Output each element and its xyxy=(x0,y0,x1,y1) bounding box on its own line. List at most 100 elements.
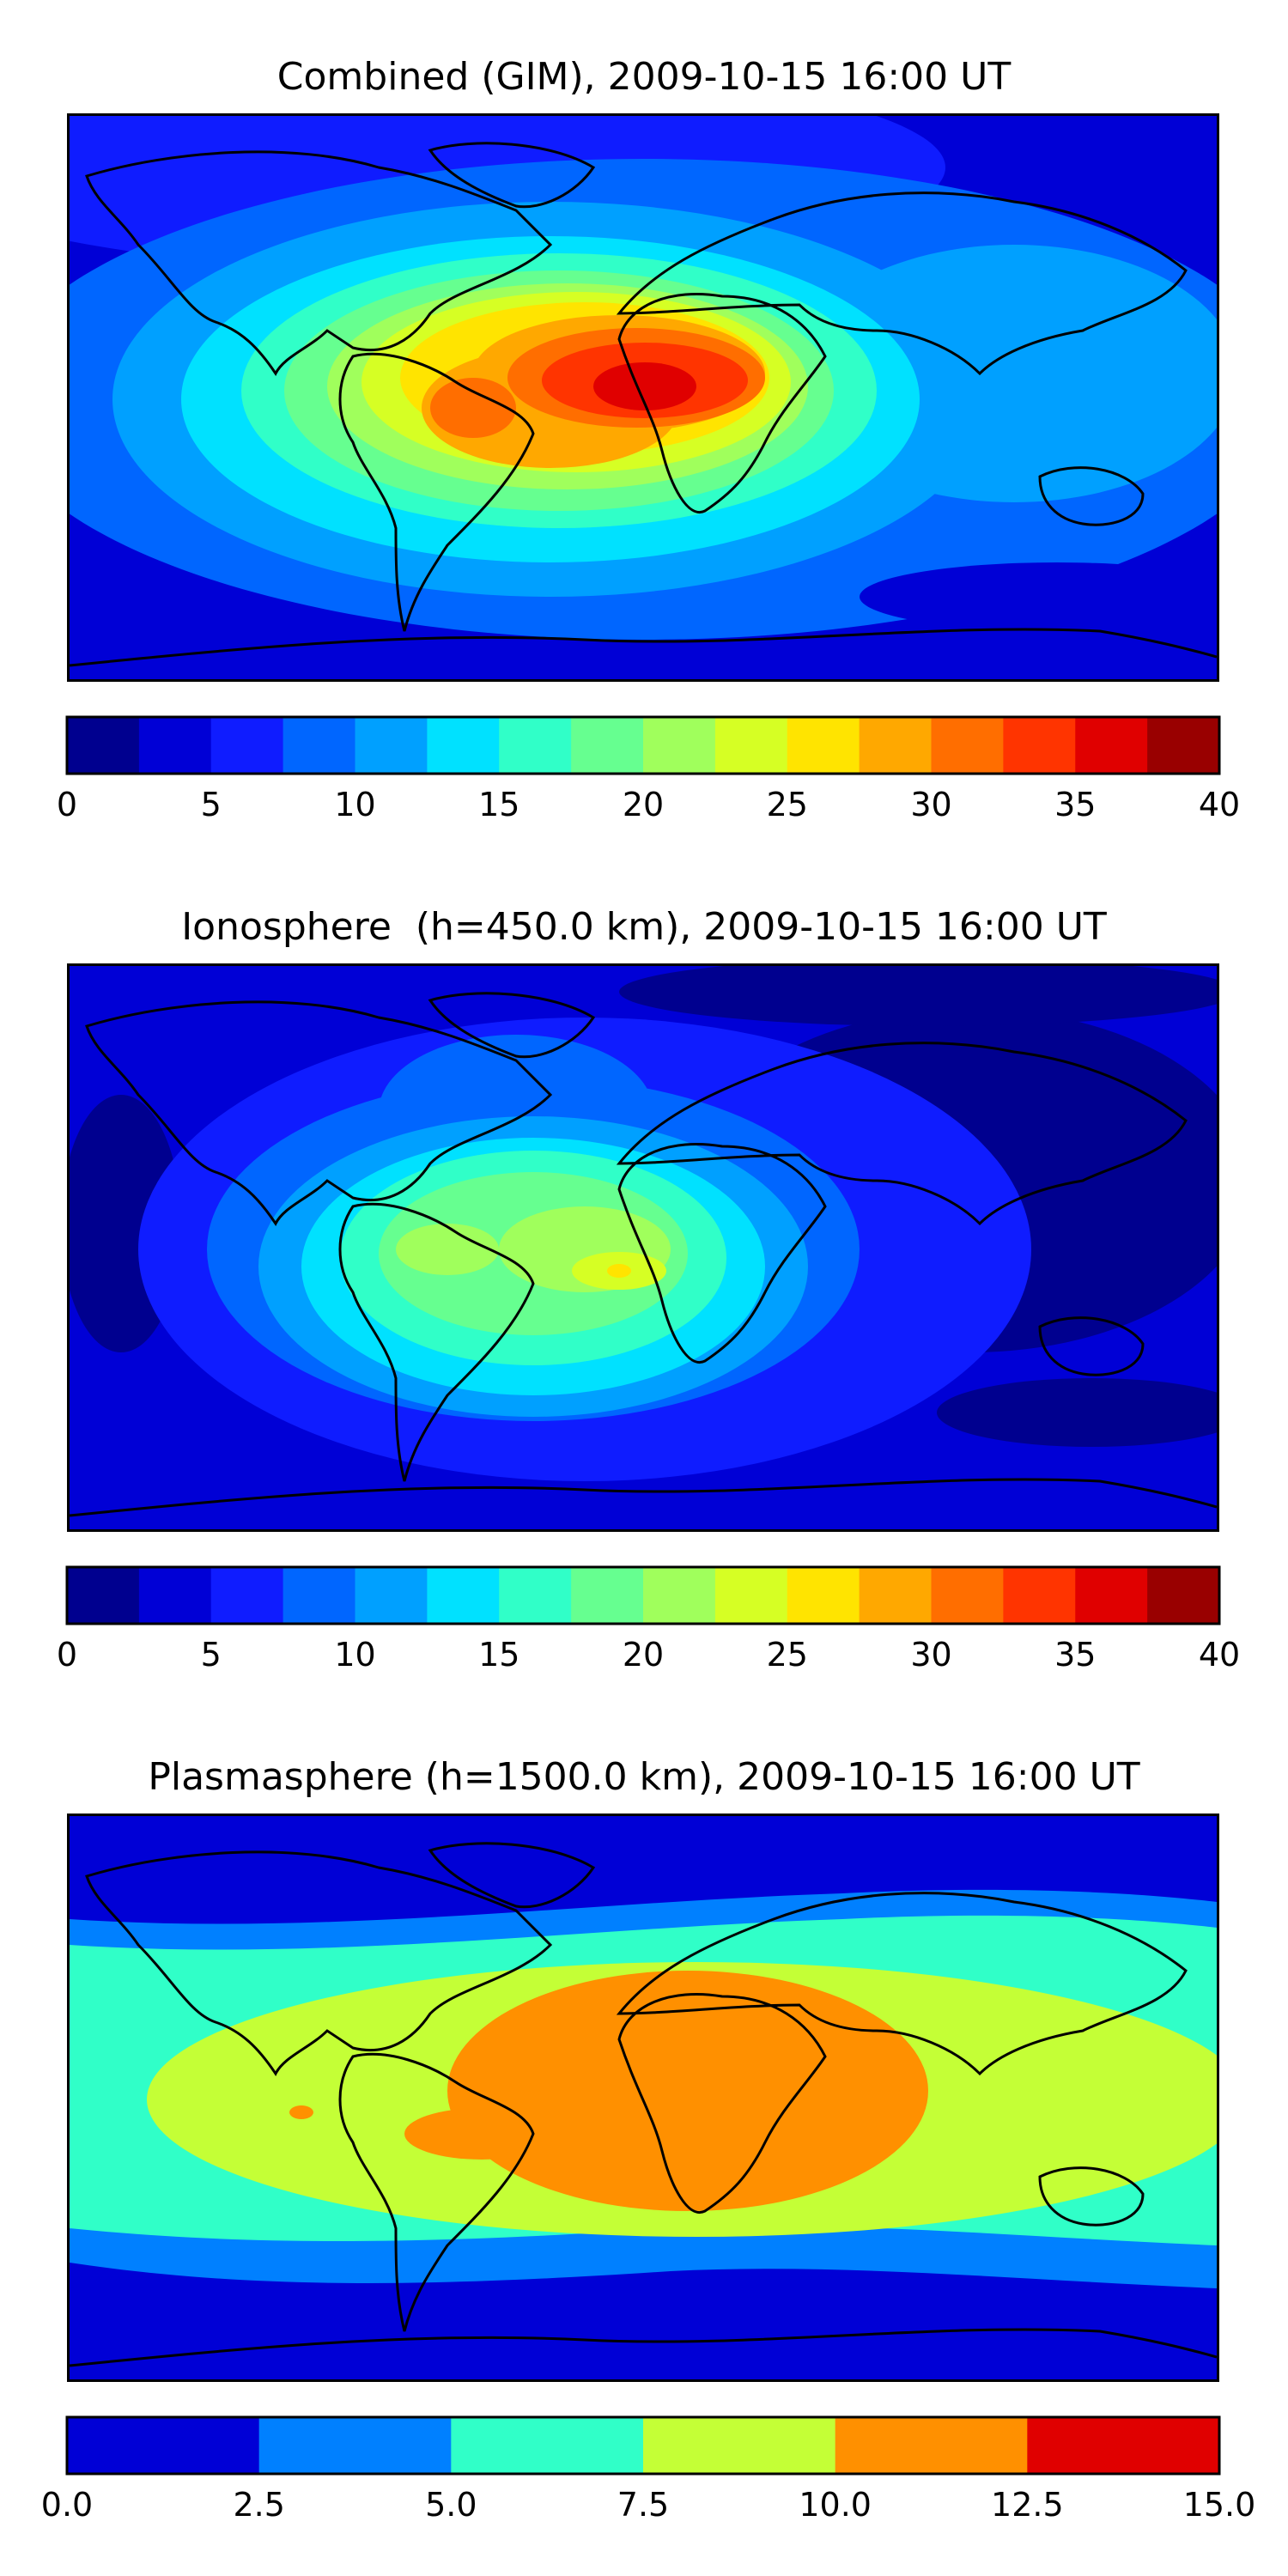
panel-title-combined: Combined (GIM), 2009-10-15 16:00 UT xyxy=(276,55,1012,99)
level-band xyxy=(404,2108,559,2160)
colorbar-tick-label: 15 xyxy=(478,1636,520,1674)
colorbar-swatch xyxy=(1003,717,1076,774)
colorbar-ticks-combined: 0 5 10 15 20 25 30 35 40 xyxy=(57,786,1240,829)
colorbar-swatch xyxy=(499,717,572,774)
colorbar-swatch xyxy=(1147,1567,1220,1624)
colorbar-tick-label: 25 xyxy=(766,786,808,823)
level-band xyxy=(607,1264,631,1278)
colorbar-swatch xyxy=(210,1567,284,1624)
colorbar-swatch xyxy=(643,1567,716,1624)
colorbar-tick-label: 10 xyxy=(334,786,376,823)
colorbar-swatch xyxy=(67,1567,140,1624)
colorbar-frame xyxy=(65,1565,1221,1625)
map-plasmasphere xyxy=(67,1814,1219,2382)
colorbar-tick-label: 40 xyxy=(1198,786,1241,823)
colorbar-tick-label: 5 xyxy=(200,1636,222,1674)
colorbar-swatch xyxy=(787,1567,860,1624)
colorbar-swatch-group xyxy=(67,717,1220,774)
colorbar-swatches xyxy=(65,1565,1221,1625)
colorbar-tick-label: 5 xyxy=(200,786,222,823)
colorbar-swatch xyxy=(283,1567,356,1624)
colorbar-swatch xyxy=(210,717,284,774)
colorbar-swatch xyxy=(859,717,933,774)
map-ionosphere xyxy=(67,963,1219,1532)
colorbar-swatch xyxy=(643,2417,836,2474)
colorbar-swatch xyxy=(258,2417,452,2474)
colorbar-swatch xyxy=(355,717,428,774)
colorbar-tick-label: 15.0 xyxy=(1182,2486,1256,2524)
colorbar-ticks-plasmasphere: 0.0 2.5 5.0 7.5 10.0 12.5 15.0 xyxy=(41,2486,1256,2529)
colorbar-swatches xyxy=(65,2415,1221,2476)
colorbar-tick-label: 40 xyxy=(1198,1636,1241,1674)
colorbar-swatch xyxy=(67,717,140,774)
colorbar-tick-label: 20 xyxy=(622,786,665,823)
coastlines xyxy=(70,1842,1217,2367)
tec-field-ionosphere xyxy=(70,966,1217,1529)
colorbar-swatch xyxy=(355,1567,428,1624)
colorbar-swatch-group xyxy=(67,1567,1220,1624)
colorbar-tick-label: 30 xyxy=(910,786,952,823)
tec-field-combined xyxy=(70,116,1217,679)
colorbar-tick-label: 20 xyxy=(622,1636,665,1674)
colorbar-plasmasphere xyxy=(65,2415,1221,2476)
colorbar-swatch xyxy=(67,2417,260,2474)
level-band xyxy=(860,562,1217,631)
colorbar-swatch xyxy=(643,717,716,774)
colorbar-frame xyxy=(65,2415,1221,2476)
colorbar-swatch-group xyxy=(67,2417,1220,2474)
colorbar-swatch xyxy=(283,717,356,774)
colorbar-swatch xyxy=(499,1567,572,1624)
colorbar-frame xyxy=(65,715,1221,775)
colorbar-swatch xyxy=(427,717,500,774)
colorbar-combined xyxy=(65,715,1221,775)
colorbar-swatch xyxy=(714,717,788,774)
colorbar-tick-label: 2.5 xyxy=(233,2486,285,2524)
colorbar-swatch xyxy=(787,717,860,774)
coastlines xyxy=(70,992,1217,1517)
colorbar-ticks-ionosphere: 0 5 10 15 20 25 30 35 40 xyxy=(57,1636,1240,1679)
colorbar-swatch xyxy=(571,717,644,774)
panel-title-plasmasphere: Plasmasphere (h=1500.0 km), 2009-10-15 1… xyxy=(148,1755,1140,1799)
colorbar-tick-label: 35 xyxy=(1054,1636,1097,1674)
colorbar-tick-label: 10 xyxy=(334,1636,376,1674)
level-band xyxy=(430,378,516,438)
colorbar-tick-label: 25 xyxy=(766,1636,808,1674)
colorbar-tick-label: 5.0 xyxy=(425,2486,477,2524)
colorbar-swatch xyxy=(1003,1567,1076,1624)
colorbar-swatch xyxy=(1027,2417,1220,2474)
tec-field-plasmasphere xyxy=(70,1816,1217,2379)
colorbar-swatch xyxy=(1075,717,1148,774)
colorbar-swatch xyxy=(859,1567,933,1624)
colorbar-swatch xyxy=(835,2417,1028,2474)
panel-title-ionosphere: Ionosphere (h=450.0 km), 2009-10-15 16:0… xyxy=(181,905,1107,949)
colorbar-swatch xyxy=(931,717,1004,774)
colorbar-swatches xyxy=(65,715,1221,775)
level-band xyxy=(619,966,1217,1026)
coastlines xyxy=(70,142,1217,667)
level-band xyxy=(937,1378,1217,1447)
level-band xyxy=(396,1224,499,1275)
colorbar-tick-label: 7.5 xyxy=(617,2486,670,2524)
colorbar-swatch xyxy=(451,2417,644,2474)
colorbar-swatch xyxy=(138,1567,212,1624)
colorbar-swatch xyxy=(138,717,212,774)
colorbar-tick-label: 35 xyxy=(1054,786,1097,823)
level-band xyxy=(289,2105,313,2119)
colorbar-swatch xyxy=(931,1567,1004,1624)
colorbar-swatch xyxy=(1147,717,1220,774)
level-band xyxy=(593,362,696,410)
colorbar-tick-label: 30 xyxy=(910,1636,952,1674)
colorbar-tick-label: 0 xyxy=(56,1636,78,1674)
colorbar-tick-label: 0.0 xyxy=(40,2486,94,2524)
map-combined-gim xyxy=(67,113,1219,682)
level-band xyxy=(70,554,147,605)
colorbar-swatch xyxy=(571,1567,644,1624)
colorbar-tick-label: 10.0 xyxy=(799,2486,872,2524)
colorbar-swatch xyxy=(1075,1567,1148,1624)
colorbar-tick-label: 12.5 xyxy=(991,2486,1064,2524)
level-band xyxy=(447,1971,928,2211)
colorbar-ionosphere xyxy=(65,1565,1221,1625)
colorbar-swatch xyxy=(714,1567,788,1624)
colorbar-tick-label: 0 xyxy=(56,786,78,823)
colorbar-tick-label: 15 xyxy=(478,786,520,823)
